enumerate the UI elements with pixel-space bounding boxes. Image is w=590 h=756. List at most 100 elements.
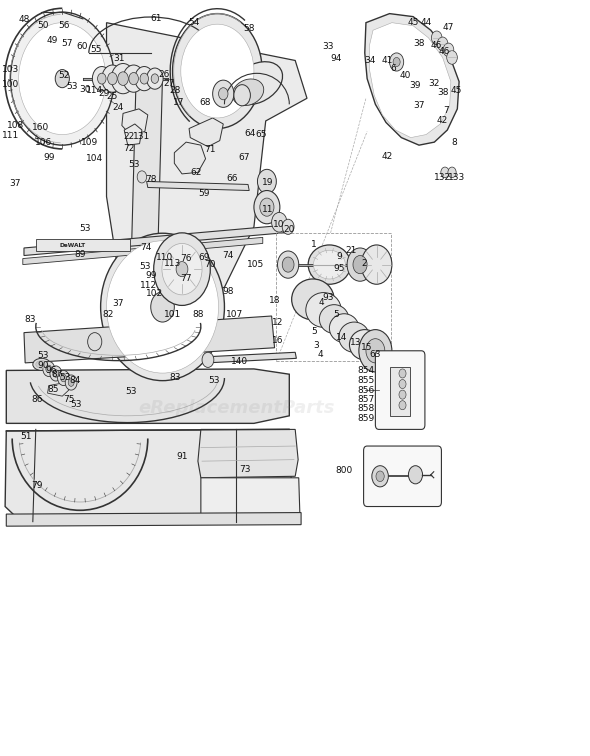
Circle shape: [53, 370, 59, 377]
Text: 45: 45: [451, 86, 462, 95]
Text: 132: 132: [434, 173, 451, 182]
Text: 14: 14: [336, 333, 348, 342]
Text: 800: 800: [336, 466, 353, 475]
Circle shape: [150, 292, 174, 322]
Text: 42: 42: [382, 152, 393, 161]
Text: 18: 18: [270, 296, 281, 305]
Text: 13: 13: [350, 338, 361, 347]
Text: 57: 57: [61, 39, 73, 48]
Text: 103: 103: [2, 65, 19, 74]
Text: 25: 25: [107, 92, 118, 101]
Ellipse shape: [329, 314, 359, 342]
Text: 160: 160: [32, 123, 49, 132]
Polygon shape: [147, 181, 249, 191]
Circle shape: [212, 80, 234, 107]
Text: 41: 41: [382, 56, 393, 65]
Polygon shape: [174, 142, 205, 174]
Text: 42: 42: [437, 116, 448, 125]
Text: 58: 58: [244, 24, 255, 33]
Ellipse shape: [36, 361, 48, 368]
Circle shape: [123, 65, 145, 92]
Circle shape: [129, 73, 139, 85]
Text: 113: 113: [164, 259, 181, 268]
Circle shape: [43, 361, 55, 376]
Text: 53: 53: [126, 387, 137, 396]
Circle shape: [176, 262, 188, 277]
Circle shape: [135, 67, 153, 91]
Text: 19: 19: [262, 178, 273, 187]
Text: 53: 53: [208, 376, 219, 385]
Text: 140: 140: [231, 357, 248, 366]
Text: 1: 1: [311, 240, 317, 249]
Circle shape: [218, 88, 228, 100]
Text: 857: 857: [358, 395, 375, 404]
Text: 53: 53: [67, 82, 78, 91]
Text: 11: 11: [262, 205, 273, 214]
Polygon shape: [23, 237, 263, 265]
Text: 37: 37: [9, 179, 20, 188]
Text: 20: 20: [284, 225, 295, 234]
Text: 32: 32: [429, 79, 440, 88]
Text: 78: 78: [146, 175, 157, 184]
Circle shape: [353, 256, 367, 274]
Circle shape: [172, 14, 262, 129]
Bar: [389, 367, 409, 416]
Circle shape: [151, 74, 159, 83]
Text: 95: 95: [333, 264, 345, 273]
Text: 21: 21: [346, 246, 357, 256]
Text: 855: 855: [358, 376, 375, 385]
Text: 112: 112: [140, 281, 158, 290]
Ellipse shape: [232, 79, 264, 106]
Text: 65: 65: [256, 130, 267, 139]
Circle shape: [112, 64, 135, 94]
Text: 109: 109: [81, 138, 99, 147]
Circle shape: [393, 57, 400, 67]
Polygon shape: [122, 109, 148, 135]
Text: 102: 102: [146, 289, 163, 298]
Text: 89: 89: [75, 249, 86, 259]
Text: 62: 62: [191, 168, 202, 177]
Text: 104: 104: [86, 154, 103, 163]
Text: 75: 75: [63, 395, 74, 404]
Circle shape: [254, 191, 280, 224]
Text: 91: 91: [176, 452, 188, 461]
Circle shape: [277, 251, 299, 278]
Ellipse shape: [107, 241, 218, 373]
Polygon shape: [24, 225, 283, 256]
Circle shape: [68, 379, 74, 386]
Text: 133: 133: [448, 173, 465, 182]
Text: 3: 3: [313, 341, 319, 350]
Ellipse shape: [339, 322, 369, 352]
Text: 53: 53: [140, 262, 151, 271]
Text: 17: 17: [173, 98, 185, 107]
Text: 83: 83: [169, 373, 181, 383]
Circle shape: [443, 43, 454, 57]
Ellipse shape: [101, 233, 224, 381]
Text: 76: 76: [181, 254, 192, 263]
Polygon shape: [6, 513, 301, 526]
Text: eReplacementParts: eReplacementParts: [138, 399, 335, 417]
Text: 96: 96: [45, 366, 57, 375]
Text: 101: 101: [164, 310, 181, 319]
Circle shape: [399, 380, 406, 389]
Text: 40: 40: [399, 71, 411, 80]
Text: 86: 86: [31, 395, 42, 404]
Circle shape: [50, 366, 62, 381]
Text: 87: 87: [52, 370, 63, 380]
Ellipse shape: [319, 305, 349, 333]
Text: 29: 29: [98, 89, 109, 98]
Text: 24: 24: [113, 103, 124, 112]
Text: 44: 44: [421, 18, 432, 27]
Polygon shape: [365, 14, 459, 145]
Text: 111: 111: [2, 131, 19, 140]
Text: 27: 27: [163, 79, 175, 88]
Text: 88: 88: [193, 310, 204, 319]
Circle shape: [93, 67, 112, 91]
Circle shape: [399, 390, 406, 399]
Circle shape: [88, 333, 102, 351]
Text: 74: 74: [140, 243, 151, 253]
Circle shape: [58, 370, 70, 386]
Circle shape: [11, 12, 114, 145]
Text: 859: 859: [358, 414, 375, 423]
Text: 77: 77: [181, 274, 192, 284]
